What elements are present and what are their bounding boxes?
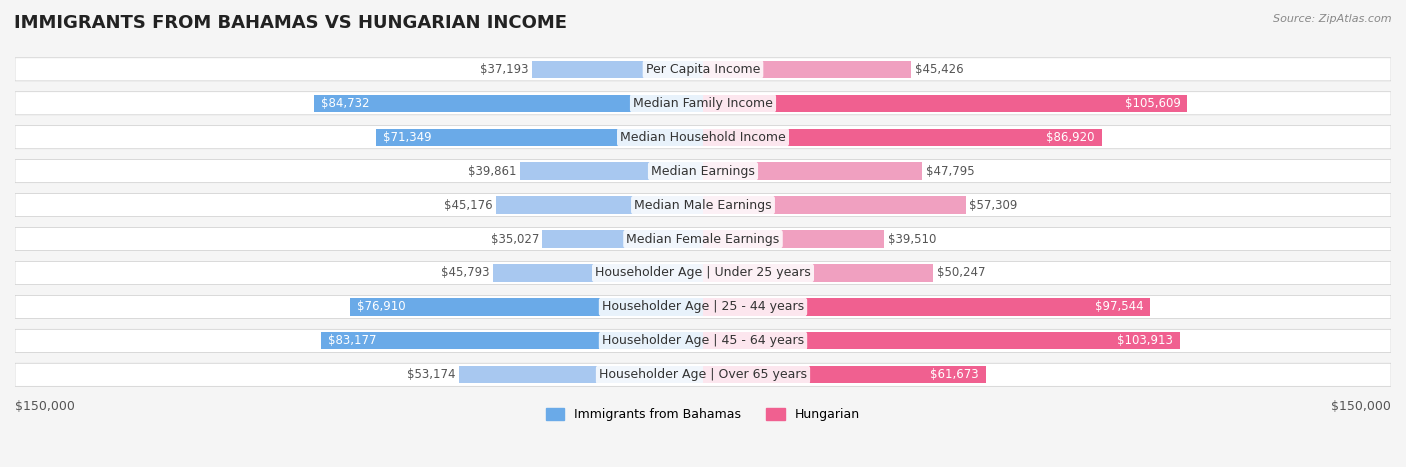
Text: Householder Age | Over 65 years: Householder Age | Over 65 years (599, 368, 807, 381)
FancyBboxPatch shape (15, 92, 1391, 115)
Bar (315, 95, 703, 112)
Text: $97,544: $97,544 (1095, 300, 1143, 313)
Text: Median Male Earnings: Median Male Earnings (634, 198, 772, 212)
Text: $105,609: $105,609 (1125, 97, 1181, 110)
Text: $84,732: $84,732 (321, 97, 370, 110)
FancyBboxPatch shape (15, 160, 1391, 183)
Bar (703, 366, 986, 383)
Text: $53,174: $53,174 (408, 368, 456, 381)
Bar (494, 264, 703, 282)
Bar (703, 163, 922, 180)
Text: $37,193: $37,193 (481, 63, 529, 76)
Text: $39,861: $39,861 (468, 165, 517, 177)
FancyBboxPatch shape (15, 126, 1391, 149)
Bar (375, 128, 703, 146)
Text: $71,349: $71,349 (382, 131, 432, 144)
Text: Median Family Income: Median Family Income (633, 97, 773, 110)
Text: Median Female Earnings: Median Female Earnings (627, 233, 779, 246)
FancyBboxPatch shape (15, 363, 1391, 386)
FancyBboxPatch shape (15, 262, 1391, 284)
Bar (703, 298, 1150, 316)
FancyBboxPatch shape (15, 295, 1391, 318)
Text: $45,176: $45,176 (444, 198, 492, 212)
Text: $86,920: $86,920 (1046, 131, 1095, 144)
Text: $39,510: $39,510 (887, 233, 936, 246)
Bar (460, 366, 703, 383)
Bar (703, 128, 1102, 146)
Bar (322, 332, 703, 349)
Text: Per Capita Income: Per Capita Income (645, 63, 761, 76)
Text: Householder Age | 25 - 44 years: Householder Age | 25 - 44 years (602, 300, 804, 313)
Text: IMMIGRANTS FROM BAHAMAS VS HUNGARIAN INCOME: IMMIGRANTS FROM BAHAMAS VS HUNGARIAN INC… (14, 14, 567, 32)
Legend: Immigrants from Bahamas, Hungarian: Immigrants from Bahamas, Hungarian (541, 403, 865, 426)
Text: $57,309: $57,309 (969, 198, 1018, 212)
Text: Householder Age | Under 25 years: Householder Age | Under 25 years (595, 267, 811, 279)
Text: $50,247: $50,247 (936, 267, 986, 279)
FancyBboxPatch shape (15, 329, 1391, 353)
Bar (496, 197, 703, 214)
Text: $61,673: $61,673 (931, 368, 979, 381)
Bar (543, 230, 703, 248)
Text: Median Household Income: Median Household Income (620, 131, 786, 144)
Text: $103,913: $103,913 (1116, 334, 1173, 347)
Bar (703, 230, 884, 248)
Text: $150,000: $150,000 (1331, 400, 1391, 413)
Text: $45,793: $45,793 (441, 267, 489, 279)
Bar (703, 61, 911, 78)
Bar (533, 61, 703, 78)
Text: $83,177: $83,177 (329, 334, 377, 347)
Text: $47,795: $47,795 (925, 165, 974, 177)
Bar (703, 264, 934, 282)
Text: $150,000: $150,000 (15, 400, 75, 413)
Text: $45,426: $45,426 (915, 63, 963, 76)
Bar (703, 332, 1180, 349)
FancyBboxPatch shape (15, 58, 1391, 81)
Bar (703, 95, 1188, 112)
Text: Source: ZipAtlas.com: Source: ZipAtlas.com (1274, 14, 1392, 24)
Bar (520, 163, 703, 180)
Text: Median Earnings: Median Earnings (651, 165, 755, 177)
Bar (703, 197, 966, 214)
Text: Householder Age | 45 - 64 years: Householder Age | 45 - 64 years (602, 334, 804, 347)
Text: $76,910: $76,910 (357, 300, 406, 313)
FancyBboxPatch shape (15, 227, 1391, 251)
Text: $35,027: $35,027 (491, 233, 538, 246)
FancyBboxPatch shape (15, 193, 1391, 217)
Bar (350, 298, 703, 316)
